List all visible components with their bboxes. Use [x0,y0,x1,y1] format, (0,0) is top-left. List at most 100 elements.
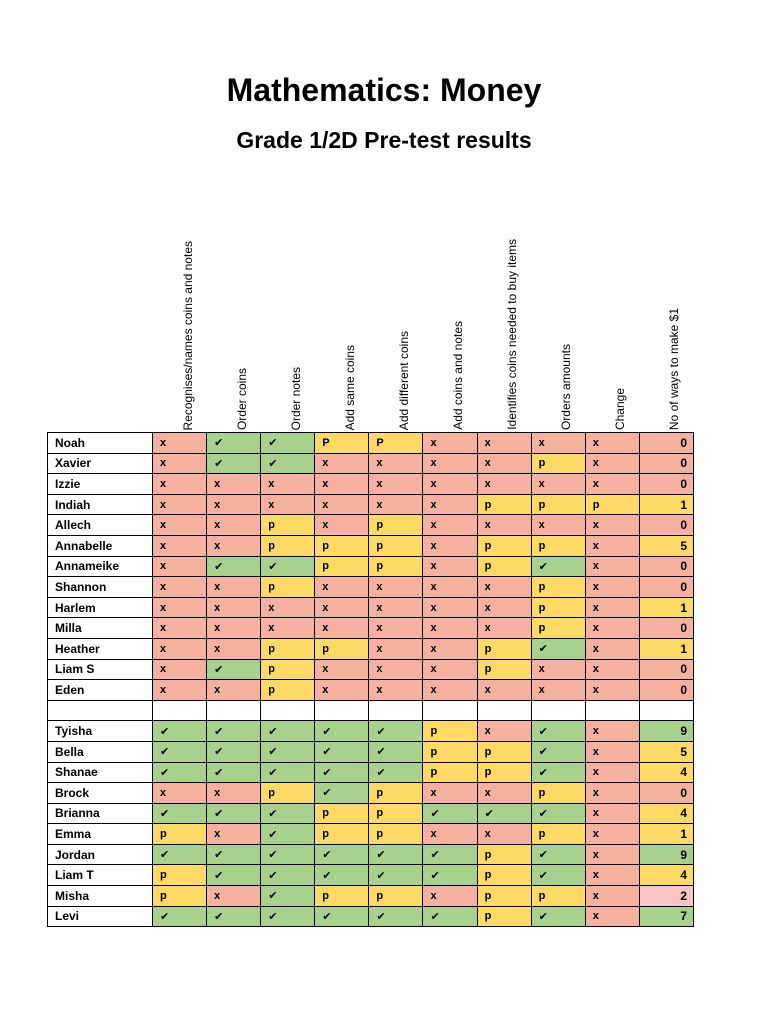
mark-cell: ✔ [260,432,316,454]
mark-cell: x [206,782,262,804]
spacer-cell [422,699,478,722]
mark-cell: x [422,432,478,454]
spacer-cell [476,699,532,722]
mark-cell: p [476,740,532,763]
mark-cell: x [368,637,424,660]
score-cell: 4 [638,864,695,887]
mark-cell: p [314,637,370,660]
student-name: Harlem [47,596,153,619]
mark-cell: x [151,534,208,557]
mark-cell: x [314,617,370,639]
mark-cell: x [368,617,424,639]
student-row: Shannon x x p x x x x p x 0 [47,576,695,598]
student-row: Xavier x ✔ ✔ x x x x p x 0 [47,452,695,475]
mark-cell: ✔ [260,740,316,763]
mark-cell: p [476,637,532,660]
mark-cell: p [530,452,586,475]
score-cell: 0 [638,473,695,495]
mark-cell: p [260,576,316,598]
student-name: Shannon [47,576,153,598]
student-name: Izzie [47,473,153,495]
mark-cell: x [584,514,640,536]
mark-cell: ✔ [206,452,262,475]
mark-cell: x [206,473,262,495]
spacer-cell [206,699,262,722]
mark-cell: x [422,596,478,619]
mark-cell: ✔ [260,905,316,928]
mark-cell: x [584,740,640,763]
student-name: Annameike [47,555,153,578]
column-header: Order coins [207,212,261,433]
student-name: Heather [47,637,153,660]
mark-cell: ✔ [206,432,262,454]
mark-cell: ✔ [151,802,208,825]
mark-cell: x [206,514,262,536]
score-cell: 2 [638,885,695,907]
mark-cell: x [368,679,424,701]
spacer-cell [530,699,586,722]
column-header: Add coins and notes [423,212,477,433]
mark-cell: x [314,452,370,475]
mark-cell: x [151,679,208,701]
mark-cell: x [314,679,370,701]
student-row: Shanae ✔ ✔ ✔ ✔ ✔ p p ✔ x 4 [47,761,695,784]
mark-cell: x [422,617,478,639]
score-cell: 1 [638,637,695,660]
column-header: No of ways to make $1 [639,212,693,433]
mark-cell: p [476,843,532,866]
mark-cell: x [368,596,424,619]
spacer-row [47,699,695,722]
student-name: Xavier [47,452,153,475]
column-header: Add same coins [315,212,369,433]
mark-cell: x [260,596,316,619]
student-row: Izzie x x x x x x x x x 0 [47,473,695,495]
score-cell: 1 [638,493,695,516]
mark-cell: x [584,885,640,907]
mark-cell: ✔ [530,637,586,660]
mark-cell: ✔ [368,740,424,763]
mark-cell: x [314,493,370,516]
mark-cell: x [476,720,532,742]
mark-cell: x [151,452,208,475]
student-name: Noah [47,432,153,454]
mark-cell: ✔ [530,843,586,866]
mark-cell: ✔ [260,843,316,866]
mark-cell: ✔ [206,740,262,763]
mark-cell: p [476,905,532,928]
mark-cell: x [584,555,640,578]
spacer-cell [584,699,640,722]
mark-cell: ✔ [368,720,424,742]
score-cell: 1 [638,823,695,845]
student-row: Indiah x x x x x x p p p 1 [47,493,695,516]
student-name: Liam S [47,658,153,681]
mark-cell: ✔ [151,740,208,763]
mark-cell: ✔ [368,843,424,866]
column-label: Change [613,387,628,430]
student-row: Annameike x ✔ ✔ p p x p ✔ x 0 [47,555,695,578]
student-name: Annabelle [47,534,153,557]
student-row: Harlem x x x x x x x p x 1 [47,596,695,619]
student-name: Bella [47,740,153,763]
mark-cell: p [260,679,316,701]
mark-cell: x [422,637,478,660]
mark-cell: ✔ [530,761,586,784]
mark-cell: p [260,534,316,557]
student-name: Brock [47,782,153,804]
mark-cell: x [584,761,640,784]
mark-cell: x [314,658,370,681]
mark-cell: ✔ [206,761,262,784]
mark-cell: x [151,576,208,598]
mark-cell: p [368,555,424,578]
mark-cell: x [206,679,262,701]
score-cell: 0 [638,555,695,578]
mark-cell: x [584,802,640,825]
mark-cell: p [530,885,586,907]
mark-cell: ✔ [422,843,478,866]
mark-cell: ✔ [206,802,262,825]
mark-cell: p [314,823,370,845]
student-row: Allech x x p x p x x x x 0 [47,514,695,536]
mark-cell: x [151,596,208,619]
mark-cell: x [422,885,478,907]
mark-cell: x [368,658,424,681]
